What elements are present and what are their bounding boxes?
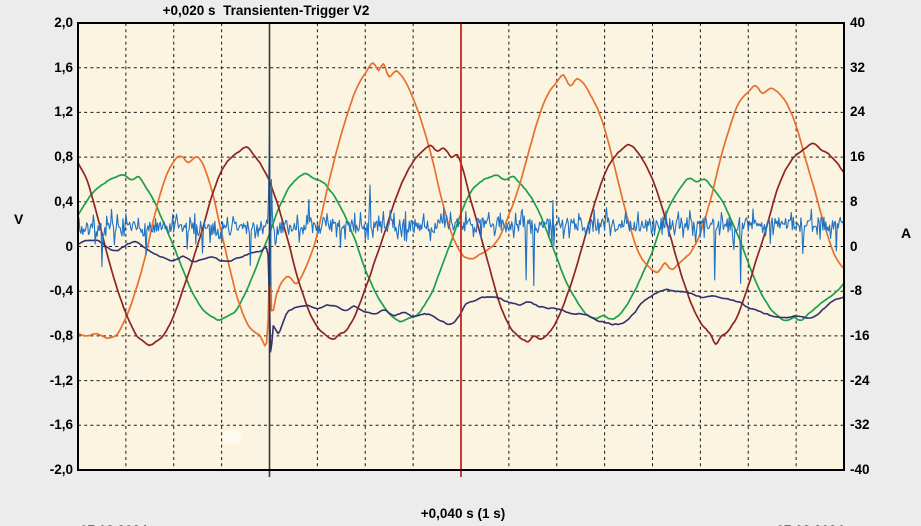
right-tick--32: -32 — [850, 417, 870, 433]
record-end-timestamp: 07.08.2024 15:08:14,115 — [644, 488, 844, 526]
left-axis-unit: V — [14, 211, 24, 227]
plot-frame — [77, 22, 845, 471]
right-tick-16: 16 — [850, 149, 866, 165]
right-tick-32: 32 — [850, 59, 866, 75]
left-tick-0,4: 0,4 — [54, 193, 73, 209]
right-tick-8: 8 — [850, 193, 858, 209]
screen-glare-artifact — [222, 430, 242, 444]
left-tick--0,4: -0,4 — [49, 283, 73, 299]
left-tick--0,8: -0,8 — [49, 327, 73, 343]
chart-title: +0,020 s Transienten-Trigger V2 — [162, 3, 370, 18]
left-tick-2,0: 2,0 — [54, 15, 73, 30]
series-orange — [79, 62, 843, 347]
record-start-timestamp: 07.08.2024 15:08:14,035 — [80, 488, 160, 526]
left-tick--1,6: -1,6 — [49, 417, 73, 433]
right-tick-0: 0 — [850, 238, 858, 254]
left-tick--1,2: -1,2 — [49, 372, 73, 388]
cursor-position-label: +0,040 s (1 s) — [420, 506, 506, 521]
left-tick-0: 0 — [65, 238, 73, 254]
right-tick--24: -24 — [850, 372, 870, 388]
left-tick--2,0: -2,0 — [49, 462, 73, 477]
left-tick-1,6: 1,6 — [54, 59, 73, 75]
cursor-readout: +0,040 s (1 s) 5 ms /Div - - - — [313, 471, 613, 526]
right-tick--16: -16 — [850, 327, 870, 343]
end-date: 07.08.2024 — [644, 522, 844, 526]
right-tick-24: 24 — [850, 104, 866, 120]
right-tick--8: -8 — [850, 283, 863, 299]
right-tick-40: 40 — [850, 15, 866, 30]
start-date: 07.08.2024 — [80, 522, 160, 526]
right-tick--40: -40 — [850, 462, 870, 477]
left-tick-1,2: 1,2 — [54, 104, 73, 120]
left-tick-0,8: 0,8 — [54, 149, 73, 165]
right-axis-unit: A — [901, 225, 912, 241]
